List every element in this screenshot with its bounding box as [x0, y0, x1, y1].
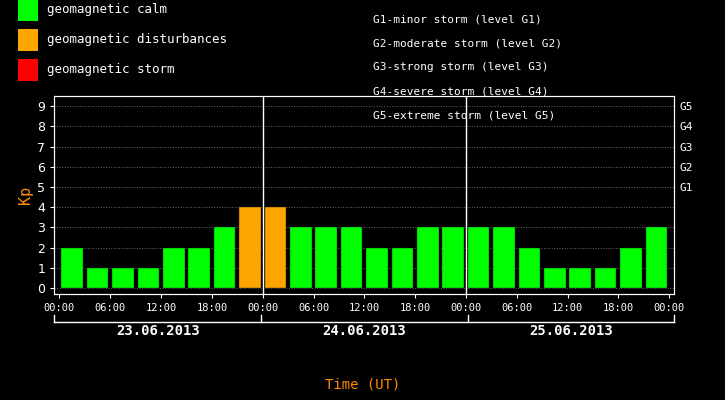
Bar [239, 207, 261, 288]
Bar [214, 227, 236, 288]
Text: G3-strong storm (level G3): G3-strong storm (level G3) [373, 62, 549, 72]
Bar [163, 248, 185, 288]
Bar [442, 227, 464, 288]
Text: G2-moderate storm (level G2): G2-moderate storm (level G2) [373, 38, 563, 48]
Bar [468, 227, 489, 288]
Text: geomagnetic calm: geomagnetic calm [47, 4, 167, 16]
Bar [62, 248, 83, 288]
Text: geomagnetic disturbances: geomagnetic disturbances [47, 34, 227, 46]
Bar [87, 268, 108, 288]
Bar [366, 248, 388, 288]
Text: G5-extreme storm (level G5): G5-extreme storm (level G5) [373, 110, 555, 120]
Bar [646, 227, 667, 288]
Text: 25.06.2013: 25.06.2013 [529, 324, 613, 338]
Bar [138, 268, 160, 288]
Bar [493, 227, 515, 288]
Bar [265, 207, 286, 288]
Bar [392, 248, 413, 288]
Bar [518, 248, 540, 288]
Bar [417, 227, 439, 288]
Text: 23.06.2013: 23.06.2013 [116, 324, 199, 338]
Bar [621, 248, 642, 288]
Text: G1-minor storm (level G1): G1-minor storm (level G1) [373, 14, 542, 24]
Bar [112, 268, 134, 288]
Bar [290, 227, 312, 288]
Bar [188, 248, 210, 288]
Bar [315, 227, 337, 288]
Text: geomagnetic storm: geomagnetic storm [47, 64, 175, 76]
Bar [594, 268, 616, 288]
Bar [341, 227, 362, 288]
Text: G4-severe storm (level G4): G4-severe storm (level G4) [373, 86, 549, 96]
Bar [569, 268, 591, 288]
Y-axis label: Kp: Kp [18, 186, 33, 204]
Text: Time (UT): Time (UT) [325, 378, 400, 392]
Text: 24.06.2013: 24.06.2013 [323, 324, 406, 338]
Bar [544, 268, 566, 288]
